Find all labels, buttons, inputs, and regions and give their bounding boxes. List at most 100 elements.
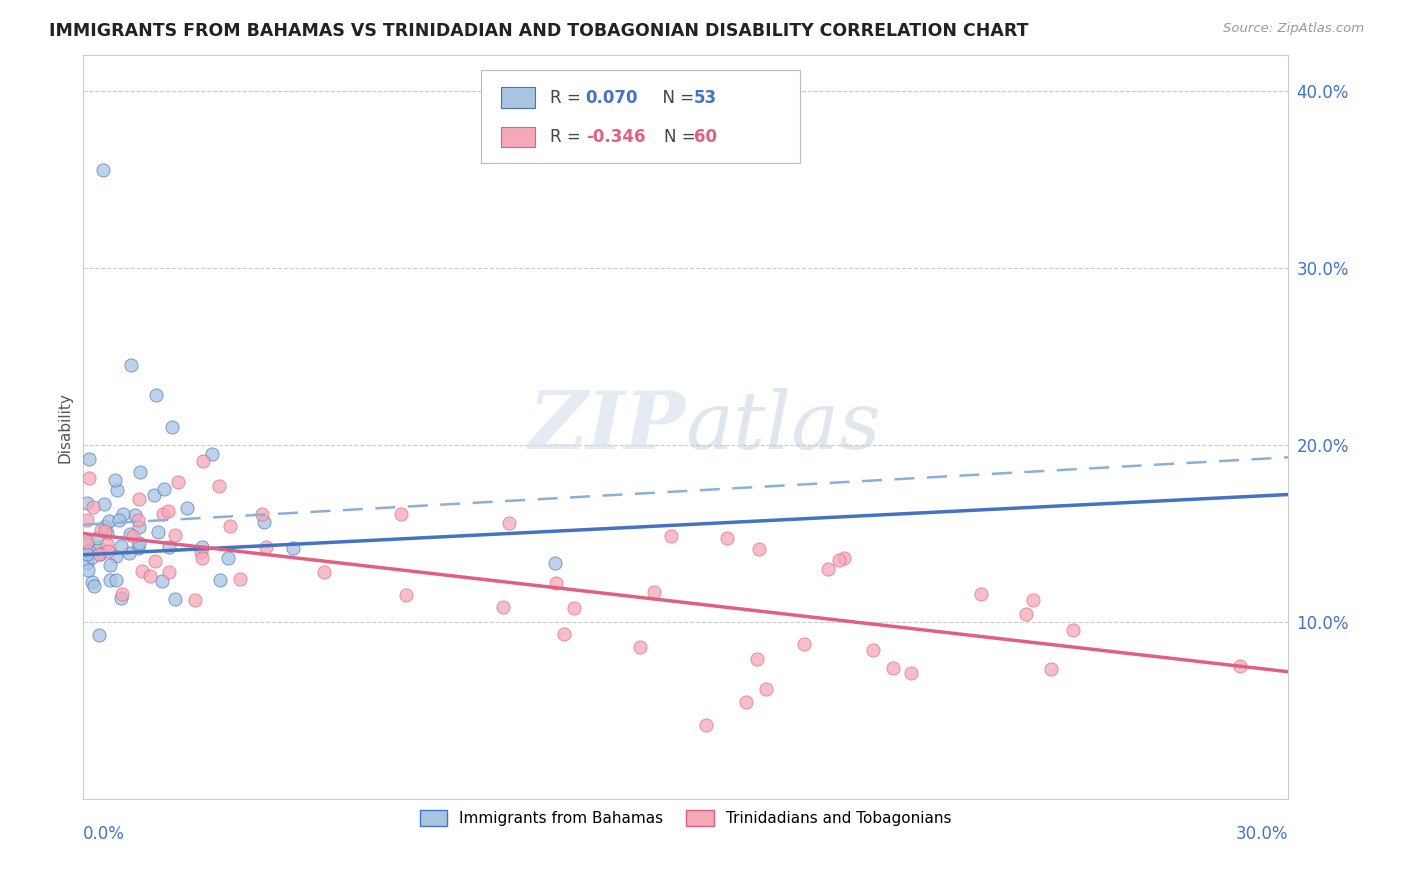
Point xyxy=(96,537,118,551)
Point xyxy=(80,549,103,564)
Point xyxy=(254,541,277,555)
Point xyxy=(82,500,104,515)
Point xyxy=(128,492,150,507)
Text: 60: 60 xyxy=(695,128,717,146)
Point xyxy=(128,465,150,479)
Point xyxy=(193,454,215,468)
Point xyxy=(834,551,856,566)
Point xyxy=(76,535,98,549)
FancyBboxPatch shape xyxy=(502,87,536,108)
Point xyxy=(142,488,165,502)
Text: N =: N = xyxy=(652,88,699,106)
Point xyxy=(76,537,98,551)
Point xyxy=(87,547,110,561)
FancyBboxPatch shape xyxy=(502,127,536,147)
Point xyxy=(97,544,120,558)
Point xyxy=(90,524,112,538)
Point xyxy=(643,585,665,599)
Point xyxy=(76,563,98,577)
Point xyxy=(716,531,738,545)
Point xyxy=(827,553,849,567)
Point xyxy=(98,558,121,573)
Point xyxy=(498,516,520,531)
Point xyxy=(564,600,586,615)
Point xyxy=(80,574,103,589)
Point xyxy=(138,569,160,583)
Point xyxy=(208,479,231,493)
Point xyxy=(176,500,198,515)
Point xyxy=(93,163,115,178)
Point xyxy=(105,573,128,587)
Point xyxy=(748,541,770,556)
Point xyxy=(817,562,839,576)
Point xyxy=(190,545,212,559)
Point xyxy=(745,652,768,666)
Text: 30.0%: 30.0% xyxy=(1236,825,1288,843)
Point xyxy=(104,474,127,488)
Point xyxy=(544,556,567,570)
Text: R =: R = xyxy=(550,128,585,146)
Point xyxy=(201,447,224,461)
Point xyxy=(131,565,153,579)
Point xyxy=(191,551,214,566)
Point xyxy=(659,529,682,543)
Point xyxy=(76,556,98,570)
Point xyxy=(163,528,186,542)
Point xyxy=(1229,659,1251,673)
Point xyxy=(1022,592,1045,607)
Point xyxy=(93,497,115,511)
Point xyxy=(229,572,252,586)
Point xyxy=(544,575,567,590)
Point xyxy=(389,507,412,521)
Point xyxy=(86,531,108,545)
Point xyxy=(104,549,127,563)
Point xyxy=(250,507,273,521)
Point xyxy=(76,547,98,561)
Legend: Immigrants from Bahamas, Trinidadians and Tobagonians: Immigrants from Bahamas, Trinidadians an… xyxy=(413,805,957,832)
Point xyxy=(110,587,132,601)
Text: -0.346: -0.346 xyxy=(586,128,645,146)
Text: 0.070: 0.070 xyxy=(586,88,638,106)
Point xyxy=(146,524,169,539)
Text: ZIP: ZIP xyxy=(529,388,686,466)
Point xyxy=(79,544,101,558)
Point xyxy=(312,565,335,579)
Point xyxy=(127,541,149,555)
Point xyxy=(1014,607,1036,622)
Point xyxy=(217,550,239,565)
Text: R =: R = xyxy=(550,88,585,106)
Point xyxy=(862,643,884,657)
Point xyxy=(108,513,131,527)
Point xyxy=(1040,662,1063,676)
Point xyxy=(159,566,181,580)
Point xyxy=(492,599,515,614)
Point xyxy=(970,586,993,600)
Point xyxy=(83,579,105,593)
Point xyxy=(76,495,98,509)
Point xyxy=(77,451,100,466)
Point xyxy=(98,514,121,528)
Point xyxy=(395,588,418,602)
Point xyxy=(98,573,121,587)
Point xyxy=(755,682,778,697)
Point xyxy=(117,546,139,560)
Point xyxy=(152,482,174,496)
Point xyxy=(628,640,651,654)
Point xyxy=(900,666,922,681)
Point xyxy=(128,536,150,550)
Point xyxy=(208,574,231,588)
Text: Source: ZipAtlas.com: Source: ZipAtlas.com xyxy=(1223,22,1364,36)
Text: IMMIGRANTS FROM BAHAMAS VS TRINIDADIAN AND TOBAGONIAN DISABILITY CORRELATION CHA: IMMIGRANTS FROM BAHAMAS VS TRINIDADIAN A… xyxy=(49,22,1029,40)
Point xyxy=(111,507,134,521)
Text: N =: N = xyxy=(664,128,700,146)
Point xyxy=(166,475,188,490)
Point xyxy=(96,526,118,541)
Text: 53: 53 xyxy=(695,88,717,106)
Point xyxy=(191,541,214,555)
Point xyxy=(76,513,98,527)
Point xyxy=(122,529,145,543)
Text: 0.0%: 0.0% xyxy=(83,825,125,843)
Point xyxy=(253,515,276,529)
Point xyxy=(77,470,100,484)
Point xyxy=(124,508,146,522)
